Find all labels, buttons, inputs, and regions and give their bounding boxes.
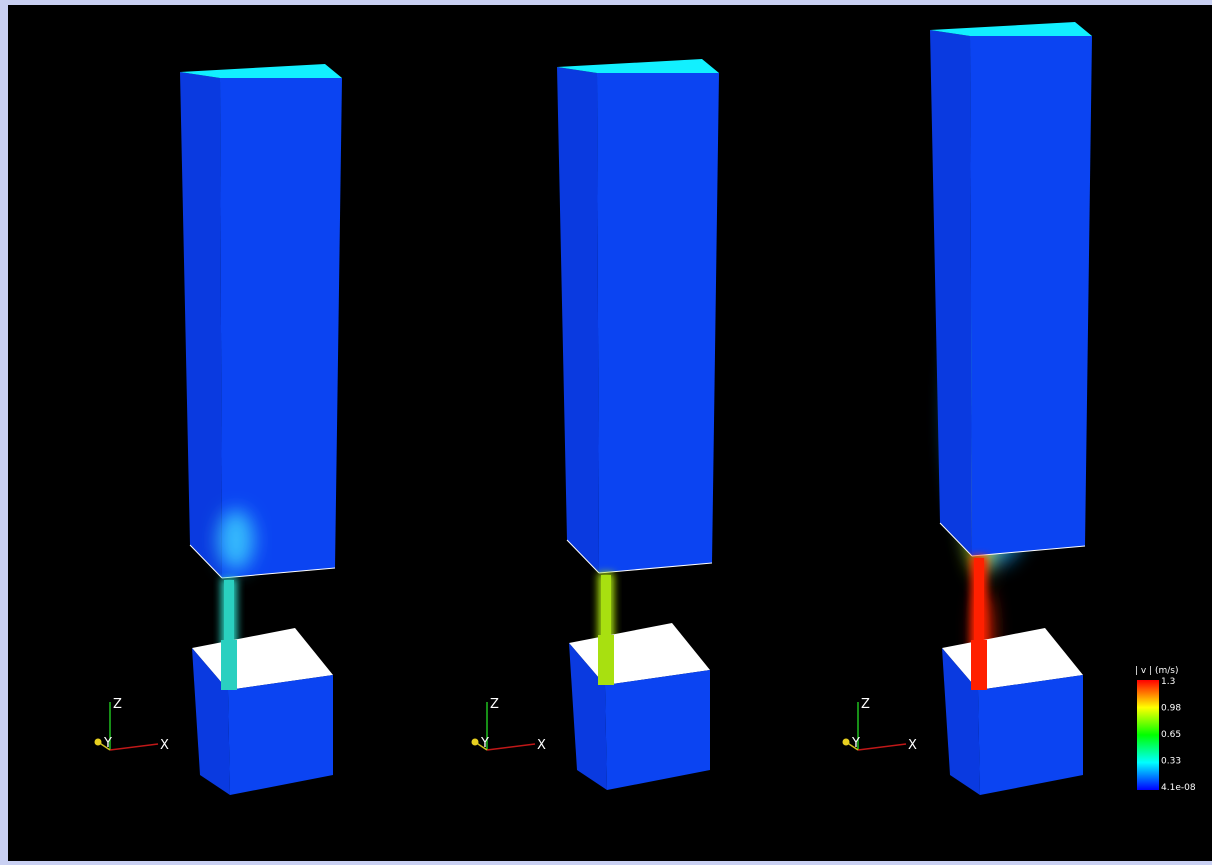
axis-y-dot	[472, 739, 479, 746]
panel: Z Y X	[843, 22, 1212, 795]
axis-x	[110, 744, 158, 750]
colorbar-title: | v | (m/s)	[1135, 666, 1178, 676]
cube-right	[978, 675, 1083, 795]
axis-label-z: Z	[113, 697, 122, 712]
page: Z Y X Z Y X Z Y X | v | (m/s)1.3 0.98 0.65 0.33 4.1e-…	[0, 0, 1212, 861]
panel: Z Y X	[95, 64, 343, 795]
scene: Z Y X Z Y X Z Y X | v | (m/s)1.3 0.98 0.65 0.33 4.1e-…	[8, 5, 1212, 861]
colorbar-label: 0.98	[1161, 704, 1181, 714]
jet-base	[971, 640, 987, 690]
box-left-face	[180, 72, 222, 578]
plume	[218, 510, 254, 570]
axis-x	[487, 744, 535, 750]
render-view: Z Y X Z Y X Z Y X | v | (m/s)1.3 0.98 0.65 0.33 4.1e-…	[8, 5, 1212, 861]
axis-y-dot	[95, 739, 102, 746]
colorbar-label: 0.65	[1161, 730, 1181, 740]
axis-y-dot	[843, 739, 850, 746]
axis-label-x: X	[537, 738, 546, 753]
axis-label-z: Z	[861, 697, 870, 712]
colorbar-label: 4.1e-08	[1161, 783, 1196, 793]
axis-label-y: Y	[851, 736, 860, 751]
cube-right	[228, 675, 333, 795]
jet-base	[598, 635, 614, 685]
axis-x	[858, 744, 906, 750]
axis-label-y: Y	[480, 736, 489, 751]
box-right-face	[970, 36, 1092, 556]
axis-label-x: X	[160, 738, 169, 753]
colorbar-label: 0.33	[1161, 757, 1181, 767]
colorbar-label: 1.3	[1161, 677, 1175, 687]
cube-right	[605, 670, 710, 790]
colorbar: | v | (m/s)1.3 0.98 0.65 0.33 4.1e-08	[1135, 666, 1196, 793]
box-right-face	[220, 78, 342, 578]
axis-label-y: Y	[103, 736, 112, 751]
colorbar-ramp	[1137, 680, 1159, 790]
box-left-face	[930, 30, 972, 556]
axis-label-x: X	[908, 738, 917, 753]
jet-base	[221, 640, 237, 690]
plume-blob	[218, 510, 254, 570]
box-left-face	[557, 67, 599, 573]
axis-label-z: Z	[490, 697, 499, 712]
box-right-face	[597, 73, 719, 573]
